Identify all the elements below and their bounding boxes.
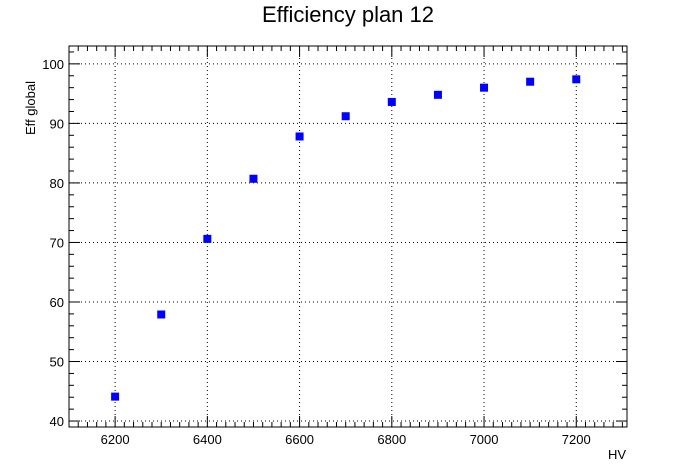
data-points (111, 75, 581, 401)
y-tick-label: 70 (50, 235, 64, 250)
axis-ticks (68, 46, 627, 427)
tick-labels: 6200 6400 6600 6800 7000 7200 40 50 60 70 80 90 100 (42, 57, 590, 447)
plot-frame (68, 45, 628, 428)
data-point (433, 90, 442, 99)
data-point (387, 97, 396, 106)
data-point (249, 174, 258, 183)
data-point (572, 75, 581, 84)
data-point (295, 132, 304, 141)
y-tick-label: 50 (50, 355, 64, 370)
data-point (526, 77, 535, 86)
x-tick-label: 7000 (470, 432, 499, 447)
data-point (341, 112, 350, 121)
x-tick-label: 6200 (101, 432, 130, 447)
x-axis-title: HV (608, 447, 626, 462)
data-point (157, 310, 166, 319)
x-tick-label: 6600 (285, 432, 314, 447)
data-point (111, 392, 120, 401)
y-tick-label: 40 (50, 414, 64, 429)
grid (69, 46, 627, 427)
data-point (480, 83, 489, 92)
x-tick-label: 7200 (562, 432, 591, 447)
y-tick-label: 60 (50, 295, 64, 310)
chart-title: Efficiency plan 12 (262, 2, 434, 27)
y-tick-label: 90 (50, 116, 64, 131)
x-tick-label: 6400 (193, 432, 222, 447)
x-tick-label: 6800 (377, 432, 406, 447)
y-axis-title: Eff global (23, 81, 38, 135)
y-tick-label: 80 (50, 176, 64, 191)
y-tick-label: 100 (42, 57, 64, 72)
data-point (203, 234, 212, 243)
